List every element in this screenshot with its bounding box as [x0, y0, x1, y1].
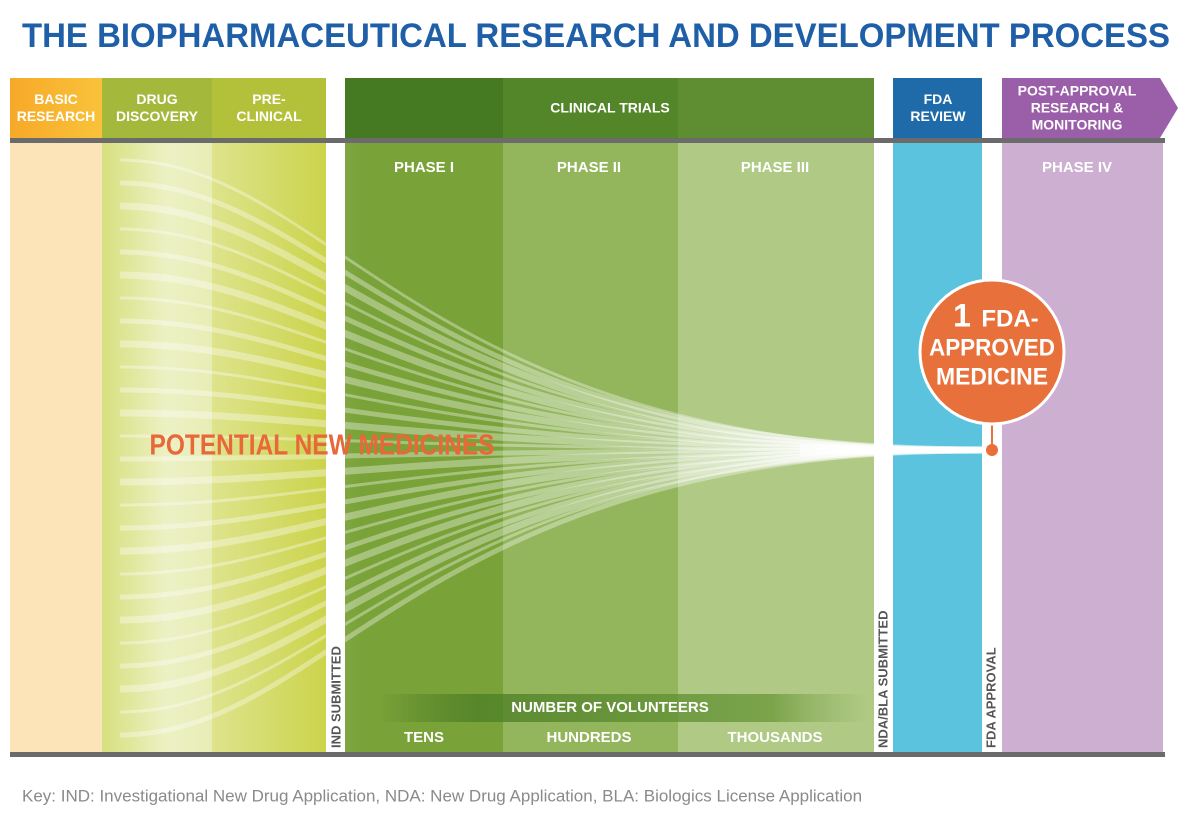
header: [345, 78, 503, 138]
header-arrow: [1002, 78, 1178, 138]
strand: [119, 448, 986, 576]
milestone: NDA/BLA SUBMITTED: [875, 611, 890, 748]
column: [10, 143, 102, 752]
approved-text: APPROVED: [929, 334, 1055, 361]
divider: [10, 752, 1165, 757]
pin-dot: [986, 444, 998, 456]
strand: [119, 340, 986, 454]
milestone: FDA APPROVAL: [983, 647, 998, 748]
stage-label: BASIC: [34, 91, 78, 107]
volunteers-label: NUMBER OF VOLUNTEERS: [511, 699, 709, 716]
stage-label: FDA: [924, 91, 953, 107]
header: [212, 78, 326, 138]
funnel: [119, 158, 986, 738]
strand: [119, 448, 986, 714]
header: [102, 78, 212, 138]
volunteer-band: [380, 694, 870, 722]
strand: [119, 387, 986, 453]
fade: [102, 143, 362, 752]
strand-tip: [800, 444, 985, 456]
strand: [119, 447, 986, 738]
funnel-label: POTENTIAL NEW MEDICINES: [150, 430, 495, 462]
stage-label: DRUG: [136, 91, 177, 107]
column: [345, 143, 503, 752]
stage-label: DISCOVERY: [116, 108, 199, 124]
strand: [119, 202, 986, 454]
milestone: IND SUBMITTED: [328, 646, 343, 748]
stage-label: CLINICAL: [236, 108, 302, 124]
phase: PHASE III: [741, 159, 809, 176]
title: THE BIOPHARMACEUTICAL RESEARCH AND DEVEL…: [22, 17, 1170, 55]
column: [1002, 143, 1163, 752]
strand: [119, 447, 986, 462]
strand: [119, 447, 986, 669]
stage-label: REVIEW: [910, 108, 966, 124]
strand: [119, 158, 986, 452]
strand: [119, 271, 986, 454]
divider: [10, 138, 1165, 143]
approved-number: 1: [953, 297, 971, 333]
phase: PHASE II: [557, 159, 621, 176]
volunteer-level: HUNDREDS: [546, 729, 631, 746]
strand: [119, 446, 986, 693]
strand: [119, 447, 986, 531]
header: [503, 78, 678, 138]
header: [893, 78, 982, 138]
stage-label: CLINICAL TRIALS: [550, 100, 670, 116]
stage-label: POST-APPROVAL: [1018, 83, 1137, 99]
volunteer-level: THOUSANDS: [727, 729, 822, 746]
phase: PHASE IV: [1042, 159, 1112, 176]
strand: [119, 446, 986, 486]
strand: [119, 446, 986, 555]
stage-label: RESEARCH: [17, 108, 96, 124]
strand: [119, 447, 986, 600]
stage-label: MONITORING: [1032, 117, 1123, 133]
strand: [119, 296, 986, 452]
strand: [119, 227, 986, 452]
strand: [119, 180, 986, 453]
phase: PHASE I: [394, 159, 454, 176]
approved-circle: [918, 278, 1066, 426]
strand: [119, 434, 986, 452]
header: [678, 78, 874, 138]
strand: [119, 448, 986, 645]
volunteer-level: TENS: [404, 729, 444, 746]
stage-label: RESEARCH &: [1031, 100, 1124, 116]
strand: [119, 365, 986, 452]
strand: [119, 448, 986, 507]
strand: [119, 446, 986, 624]
column: [503, 143, 678, 752]
strand: [119, 249, 986, 453]
strand: [119, 409, 986, 454]
header: [10, 78, 102, 138]
stage-label: PRE-: [252, 91, 286, 107]
key: Key: IND: Investigational New Drug Appli…: [22, 786, 862, 805]
approved-text: FDA-: [981, 305, 1038, 332]
strand: [119, 318, 986, 453]
approved-text: MEDICINE: [936, 363, 1048, 390]
